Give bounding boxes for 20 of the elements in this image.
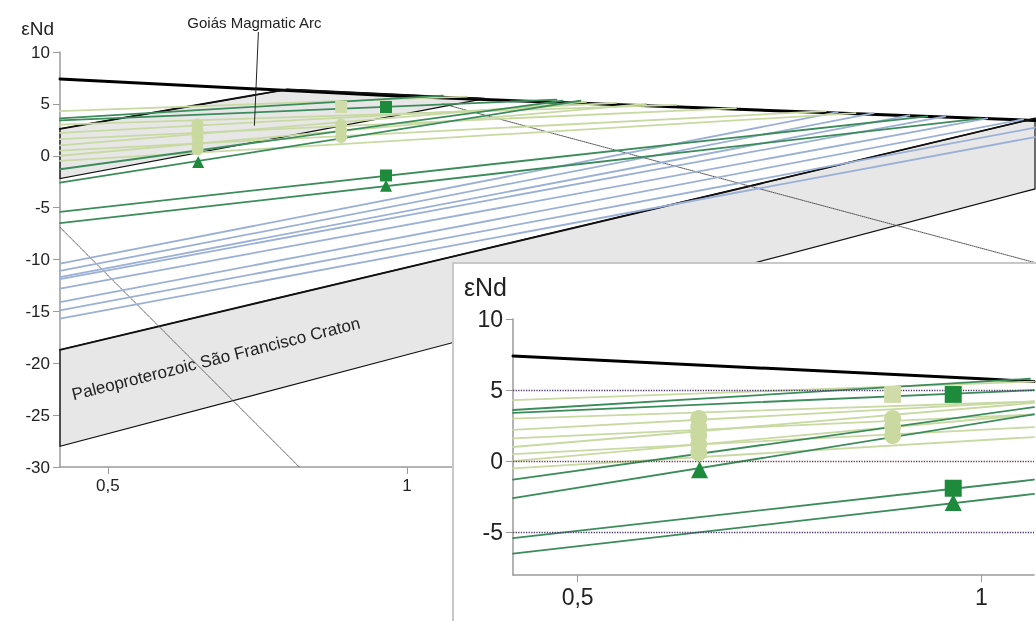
y-tick-label: 10 <box>477 306 503 332</box>
x-tick-label: 0,5 <box>561 583 594 610</box>
y-tick-label: -20 <box>25 353 50 373</box>
y-tick-label: -5 <box>34 198 50 218</box>
y-tick-label: 5 <box>40 94 50 114</box>
y-tick-label: 0 <box>40 146 50 166</box>
x-tick-label: 1 <box>402 476 412 495</box>
y-tick-label: -10 <box>25 250 50 269</box>
y-tick-label: 5 <box>490 377 503 404</box>
y-tick-label: -5 <box>482 519 503 546</box>
y-axis-title: εNd <box>21 18 54 39</box>
annotation: Goiás Magmatic Arc <box>187 13 322 31</box>
y-tick-label: 0 <box>490 448 503 475</box>
x-tick-label: 0,5 <box>96 476 120 495</box>
y-tick-label: -25 <box>25 405 50 425</box>
y-tick-label: -30 <box>25 457 50 477</box>
y-tick-label: 10 <box>31 42 50 62</box>
y-axis-title: εNd <box>463 272 507 301</box>
x-tick-label: 1 <box>975 583 988 610</box>
y-tick-label: -15 <box>25 301 50 321</box>
